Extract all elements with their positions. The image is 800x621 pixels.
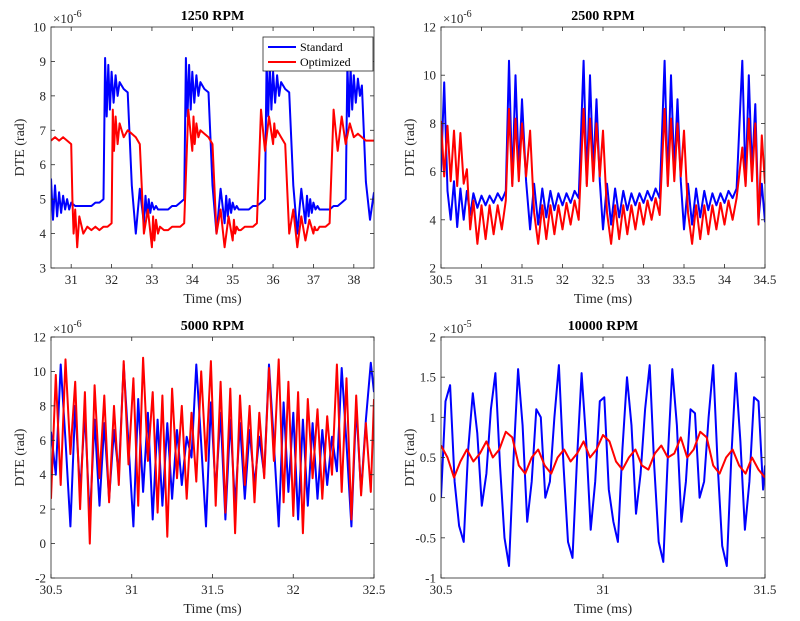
axis-multiplier: ×10-6 bbox=[443, 9, 472, 26]
y-tick-label: 0.5 bbox=[420, 450, 436, 465]
y-tick-label: 2 bbox=[430, 261, 437, 276]
axis-multiplier-base: ×10 bbox=[53, 11, 73, 26]
axis-multiplier-exponent: -6 bbox=[73, 319, 81, 330]
y-tick-label: 1 bbox=[430, 410, 437, 425]
y-tick-label: 8 bbox=[430, 116, 437, 131]
y-tick-label: 10 bbox=[423, 68, 436, 83]
chart-title: 10000 RPM bbox=[568, 319, 638, 334]
y-tick-label: 3 bbox=[40, 261, 47, 276]
y-axis-label: DTE (rad) bbox=[403, 118, 418, 176]
x-tick-label: 31.5 bbox=[754, 582, 777, 597]
x-tick-label: 38 bbox=[347, 272, 360, 287]
x-axis-label: Time (ms) bbox=[574, 292, 633, 307]
x-tick-label: 36 bbox=[267, 272, 281, 287]
y-tick-label: 6 bbox=[40, 157, 47, 172]
x-tick-label: 32 bbox=[105, 272, 118, 287]
y-tick-label: 12 bbox=[33, 330, 46, 345]
legend-label-standard: Standard bbox=[300, 40, 343, 54]
y-tick-label: -1 bbox=[425, 571, 436, 586]
y-axis-label: DTE (rad) bbox=[13, 428, 28, 486]
series-line-standard bbox=[441, 364, 765, 567]
x-tick-label: 33 bbox=[145, 272, 158, 287]
series-line-standard bbox=[441, 59, 765, 231]
x-tick-label: 35 bbox=[226, 272, 239, 287]
axis-multiplier-base: ×10 bbox=[53, 321, 73, 336]
axis-multiplier-exponent: -6 bbox=[73, 9, 81, 20]
series-line-optimized bbox=[441, 107, 765, 245]
axis-multiplier-base: ×10 bbox=[443, 11, 463, 26]
y-tick-label: 6 bbox=[40, 433, 47, 448]
x-tick-label: 34 bbox=[718, 272, 732, 287]
x-tick-label: 32.5 bbox=[363, 582, 386, 597]
chart-panel-4: 30.5 31 31.5 -1 -0.5 0 0.5 1 1.5 2 10000 RPM Time (… bbox=[403, 319, 776, 617]
y-tick-label: -0.5 bbox=[415, 530, 436, 545]
x-tick-label: 34 bbox=[186, 272, 200, 287]
chart-title: 5000 RPM bbox=[181, 319, 244, 334]
x-tick-label: 31.5 bbox=[511, 272, 534, 287]
x-tick-label: 33.5 bbox=[673, 272, 696, 287]
y-tick-label: 0 bbox=[430, 490, 437, 505]
axes-box bbox=[50, 26, 375, 269]
y-tick-label: 4 bbox=[430, 212, 437, 227]
series-line-optimized bbox=[51, 108, 374, 249]
y-tick-label: 2 bbox=[430, 330, 437, 345]
y-axis-label: DTE (rad) bbox=[403, 428, 418, 486]
x-tick-label: 33 bbox=[637, 272, 650, 287]
x-tick-label: 32 bbox=[287, 582, 300, 597]
y-tick-label: 1.5 bbox=[420, 370, 436, 385]
x-tick-label: 37 bbox=[307, 272, 321, 287]
x-tick-label: 30.5 bbox=[40, 582, 63, 597]
x-tick-label: 31 bbox=[597, 582, 610, 597]
axis-multiplier: ×10-6 bbox=[53, 9, 82, 26]
series-line-optimized bbox=[441, 430, 765, 479]
chart-title: 2500 RPM bbox=[571, 9, 634, 24]
y-tick-label: 10 bbox=[33, 364, 46, 379]
x-tick-label: 31 bbox=[65, 272, 78, 287]
y-axis-label: DTE (rad) bbox=[13, 118, 28, 176]
x-tick-label: 31 bbox=[475, 272, 488, 287]
y-tick-label: 12 bbox=[423, 20, 436, 35]
legend-box bbox=[262, 36, 374, 72]
x-axis-label: Time (ms) bbox=[574, 602, 633, 617]
x-tick-label: 31.5 bbox=[201, 582, 224, 597]
legend-label-optimized: Optimized bbox=[300, 55, 351, 69]
y-tick-label: 10 bbox=[33, 20, 46, 35]
axis-multiplier-exponent: -5 bbox=[463, 319, 471, 330]
y-tick-label: 8 bbox=[40, 88, 47, 103]
x-axis-label: Time (ms) bbox=[183, 292, 242, 307]
y-tick-label: 5 bbox=[40, 192, 47, 207]
chart-panel-2: 30.5 31 31.5 32 32.5 33 33.5 34 34.5 2 4 6 8 10 12 2500… bbox=[403, 9, 776, 307]
y-tick-label: -2 bbox=[35, 571, 46, 586]
axis-multiplier: ×10-5 bbox=[443, 319, 472, 336]
y-tick-label: 8 bbox=[40, 398, 47, 413]
axis-multiplier: ×10-6 bbox=[53, 319, 82, 336]
series-line-optimized bbox=[51, 356, 374, 545]
x-tick-label: 30.5 bbox=[430, 272, 453, 287]
x-tick-label: 32 bbox=[556, 272, 569, 287]
x-tick-label: 30.5 bbox=[430, 582, 453, 597]
series-line-standard bbox=[51, 57, 374, 235]
axis-multiplier-exponent: -6 bbox=[463, 9, 471, 20]
x-tick-label: 34.5 bbox=[754, 272, 777, 287]
y-tick-label: 6 bbox=[430, 164, 437, 179]
y-tick-label: 0 bbox=[40, 536, 47, 551]
chart-panel-3: 30.5 31 31.5 32 32.5 -2 0 2 4 6 8 10 12 5000 RPM Time … bbox=[13, 319, 385, 617]
x-tick-label: 32.5 bbox=[592, 272, 615, 287]
y-tick-label: 2 bbox=[40, 502, 47, 517]
y-tick-label: 9 bbox=[40, 54, 47, 69]
chart-title: 1250 RPM bbox=[181, 9, 244, 24]
y-tick-label: 4 bbox=[40, 226, 47, 241]
x-tick-label: 31 bbox=[125, 582, 138, 597]
x-axis-label: Time (ms) bbox=[183, 602, 242, 617]
y-tick-label: 7 bbox=[40, 123, 47, 138]
y-tick-label: 4 bbox=[40, 467, 47, 482]
axis-multiplier-base: ×10 bbox=[443, 321, 463, 336]
